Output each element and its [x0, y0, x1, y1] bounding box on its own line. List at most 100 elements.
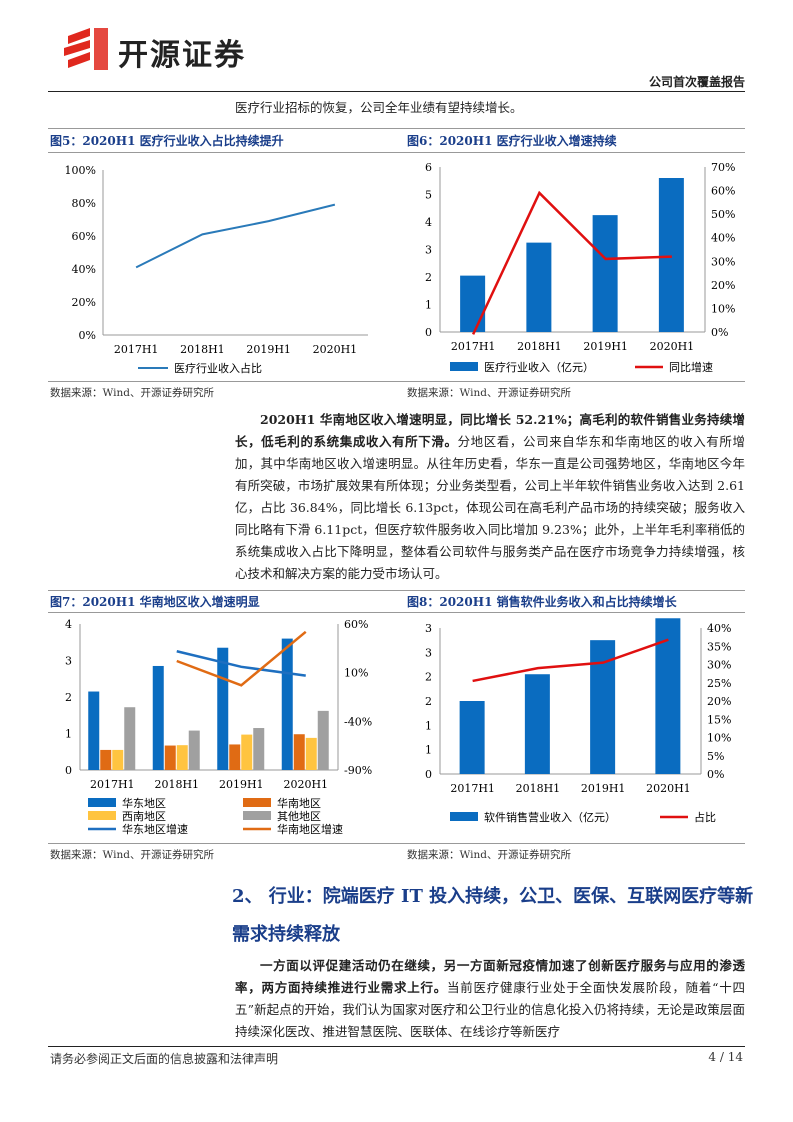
company-name: 开源证券	[118, 38, 246, 73]
x-tick-label: 2018H1	[516, 782, 561, 795]
y-tick-label: 0	[425, 326, 432, 339]
bar	[100, 749, 112, 770]
y-tick-label: 2	[65, 691, 72, 704]
header-rule	[48, 91, 745, 92]
fig6-title: 图6：2020H1 医疗行业收入增速持续	[407, 134, 617, 148]
bar	[460, 275, 486, 332]
bar	[281, 638, 293, 770]
bar	[526, 242, 552, 332]
x-tick-label: 2017H1	[451, 340, 496, 353]
y-tick-label: 1	[425, 719, 432, 732]
y-tick-label: 3	[425, 622, 432, 635]
section-2-heading-line1: 2、 行业：院端医疗 IT 投入持续，公卫、医保、互联网医疗等新	[232, 886, 754, 907]
y2-tick-label: 0%	[711, 326, 728, 339]
body-paragraph-2: 一方面以评促建活动仍在继续，另一方面新冠疫情加速了创新医疗服务与应用的渗透率，两…	[235, 955, 745, 1043]
x-tick-label: 2017H1	[90, 778, 135, 791]
legend-label: 西南地区	[122, 810, 166, 823]
legend-label: 医疗行业收入（亿元）	[484, 360, 594, 374]
fig5-source: 数据来源：Wind、开源证券研究所	[50, 387, 214, 399]
series-line	[176, 650, 306, 677]
fig-title-rule-bottom	[48, 152, 745, 153]
fig-source-rule	[48, 381, 745, 382]
y2-tick-label: 5%	[707, 750, 724, 763]
y-tick-label: 0	[425, 768, 432, 781]
bar	[217, 647, 229, 770]
y2-tick-label: 30%	[707, 659, 731, 672]
fig-title-rule-top	[48, 128, 745, 129]
brand-logo	[60, 26, 112, 78]
fig8-source: 数据来源：Wind、开源证券研究所	[407, 849, 571, 861]
bar	[188, 730, 200, 770]
body-paragraph-1: 2020H1 华南地区收入增速明显，同比增长 52.21%；高毛利的软件销售业务…	[235, 409, 745, 585]
bar	[124, 707, 136, 770]
fig6-source: 数据来源：Wind、开源证券研究所	[407, 387, 571, 399]
y2-tick-label: 40%	[707, 622, 731, 635]
y2-tick-label: 50%	[711, 208, 735, 221]
y2-tick-label: 10%	[707, 732, 731, 745]
legend-swatch	[88, 811, 116, 820]
bar	[152, 665, 164, 770]
legend-label: 占比	[694, 810, 716, 824]
legend-swatch	[450, 812, 478, 821]
y2-tick-label: 20%	[707, 695, 731, 708]
intro-line: 医疗行业招标的恢复，公司全年业绩有望持续增长。	[235, 100, 523, 115]
y2-tick-label: -90%	[344, 764, 372, 777]
legend-swatch	[88, 798, 116, 807]
legend-label: 华南地区	[277, 796, 321, 810]
y2-tick-label: 25%	[707, 677, 731, 690]
para2-bold: 一方面以评促建活动仍在继续，另一方面新冠疫情加速了创新医疗服务与应用的渗透率，两…	[235, 958, 745, 995]
y-tick-label: 1	[425, 744, 432, 757]
legend-label: 同比增速	[669, 360, 713, 374]
y-tick-label: 2	[425, 695, 432, 708]
y-tick-label: 4	[425, 216, 432, 229]
y2-tick-label: 20%	[711, 279, 735, 292]
y2-tick-label: 10%	[711, 302, 735, 315]
bar	[241, 734, 253, 770]
y-tick-label: 3	[425, 646, 432, 659]
logo-mark-icon	[64, 28, 108, 70]
y-tick-label: 3	[425, 244, 432, 257]
x-tick-label: 2018H1	[517, 340, 562, 353]
series-line	[472, 638, 669, 683]
y2-tick-label: 0%	[707, 768, 724, 781]
y2-tick-label: 60%	[344, 618, 368, 631]
bar	[524, 674, 550, 774]
y2-tick-label: 35%	[707, 640, 731, 653]
bar	[317, 710, 329, 770]
y-tick-label: 100%	[65, 164, 96, 177]
y-tick-label: 20%	[72, 296, 96, 309]
x-tick-label: 2020H1	[646, 782, 691, 795]
y-tick-label: 0%	[79, 329, 96, 342]
fig8-title: 图8：2020H1 销售软件业务收入和占比持续增长	[407, 595, 677, 609]
series-line	[471, 190, 672, 335]
footer-disclaimer: 请务必参阅正文后面的信息披露和法律声明	[50, 1052, 279, 1066]
x-tick-label: 2017H1	[450, 782, 495, 795]
para1-bold: 2020H1 华南地区收入增速明显，同比增长 52.21%；高毛利的软件销售业务…	[235, 412, 745, 449]
legend-swatch	[243, 798, 271, 807]
series-line	[176, 630, 307, 687]
legend-label: 软件销售营业收入（亿元）	[484, 810, 616, 824]
y2-tick-label: 15%	[707, 713, 731, 726]
legend-label: 医疗行业收入占比	[174, 361, 262, 375]
fig7-source: 数据来源：Wind、开源证券研究所	[50, 849, 214, 861]
fig-title-rule-top-2	[48, 590, 745, 591]
x-tick-label: 2019H1	[581, 782, 626, 795]
bar	[88, 691, 100, 770]
y-tick-label: 40%	[72, 263, 96, 276]
footer-rule	[48, 1046, 745, 1047]
fig-source-rule-2	[48, 843, 745, 844]
y2-tick-label: 30%	[711, 255, 735, 268]
y2-tick-label: 10%	[344, 667, 368, 680]
bar	[293, 734, 305, 770]
fig5-chart: 0% 20% 40% 60% 80% 100% 2017H1 2018H1 2019H1 2020…	[65, 164, 368, 375]
y2-tick-label: -40%	[344, 715, 372, 728]
x-tick-label: 2019H1	[219, 778, 264, 791]
bar	[164, 745, 176, 770]
x-tick-label: 2020H1	[313, 343, 358, 356]
bar	[305, 737, 317, 770]
bar	[253, 728, 265, 770]
para1-text: 分地区看，公司来自华东和华南地区的收入有所增加，其中华南地区收入增速明显。从往年…	[235, 434, 745, 581]
y2-tick-label: 60%	[711, 185, 735, 198]
x-tick-label: 2017H1	[114, 343, 159, 356]
